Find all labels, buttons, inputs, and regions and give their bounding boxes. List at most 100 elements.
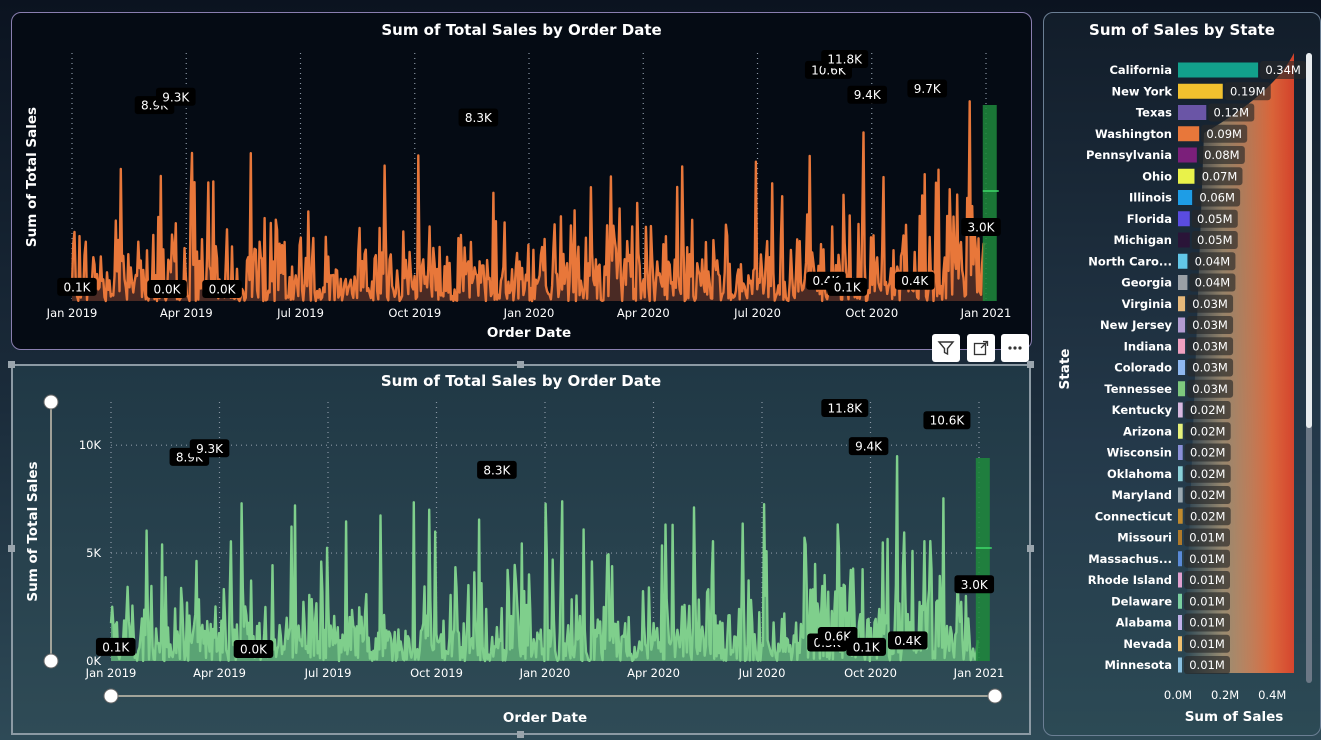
bar-label-box: [1187, 316, 1234, 334]
state-label: Minnesota: [1104, 658, 1172, 672]
data-label: 0.4K: [894, 634, 922, 648]
data-label: 0.4K: [901, 274, 929, 288]
more-options-icon[interactable]: [1001, 334, 1029, 362]
bar-label-box: [1184, 571, 1230, 589]
bottom-line-chart-visual[interactable]: Sum of Total Sales by Order Date Jan 201…: [11, 364, 1031, 735]
x-tick-label: Jul 2019: [276, 306, 324, 320]
bar-value-label: 0.05M: [1197, 212, 1233, 226]
state-bar-chart-visual[interactable]: Sum of Sales by State California 0.34M New…: [1043, 12, 1321, 736]
data-label-box: [847, 85, 888, 104]
bar-label-box: [1201, 124, 1248, 143]
x-slider-handle: [987, 688, 1003, 704]
resize-handle[interactable]: [1027, 361, 1034, 368]
bar-label-box: [1187, 358, 1234, 377]
state-bar: [1178, 508, 1183, 524]
data-label: 9.3K: [162, 90, 190, 104]
state-bar: [1178, 657, 1182, 673]
bar-value-label: 0.08M: [1204, 148, 1240, 162]
data-label: 9.7K: [914, 82, 942, 96]
bar-value-label: 0.34M: [1265, 63, 1301, 77]
data-label-box: [827, 277, 868, 296]
x-tick-label: Jul 2020: [738, 666, 786, 680]
state-bar: [1178, 466, 1183, 482]
state-label: Nevada: [1123, 637, 1172, 651]
y-tick-label: 10K: [79, 438, 102, 452]
x-tick-label: Apr 2020: [627, 666, 680, 680]
data-label-box: [848, 437, 889, 456]
state-bar: [1178, 551, 1182, 567]
data-label-box: [155, 87, 196, 106]
x-tick-label: Jan 2021: [960, 306, 1012, 320]
bar-value-label: 0.03M: [1192, 361, 1228, 375]
resize-handle[interactable]: [517, 361, 524, 368]
data-label: 9.4K: [854, 88, 882, 102]
bar-value-label: 0.01M: [1189, 552, 1225, 566]
state-label: Virginia: [1122, 297, 1172, 311]
top-line-chart-visual[interactable]: Sum of Total Sales by Order Date Jan 201…: [11, 12, 1032, 350]
state-bar: [1178, 211, 1190, 227]
bar-label-box: [1184, 486, 1231, 504]
state-label: Washington: [1095, 127, 1172, 141]
data-label: 0.1K: [834, 280, 862, 294]
bar-value-label: 0.03M: [1192, 339, 1228, 353]
y-slider-handle: [43, 653, 59, 669]
state-label: Maryland: [1112, 488, 1173, 502]
bar-value-label: 0.05M: [1197, 233, 1233, 247]
data-label-box: [954, 575, 995, 594]
x-tick-label: Oct 2019: [410, 666, 463, 680]
bar-label-box: [1184, 613, 1230, 632]
data-label-box: [233, 640, 274, 658]
data-label: 0.0K: [154, 283, 182, 297]
state-bar: [1178, 83, 1223, 99]
data-label-box: [923, 411, 971, 430]
state-label: Arizona: [1123, 424, 1172, 438]
forecast-band: [975, 458, 990, 661]
resize-handle[interactable]: [8, 361, 15, 368]
state-label: Wisconsin: [1107, 446, 1172, 460]
state-bar: [1178, 402, 1183, 418]
bar-value-label: 0.12M: [1214, 106, 1250, 120]
focus-mode-icon[interactable]: [967, 334, 995, 362]
y-axis-title: State: [1057, 349, 1073, 390]
bar-label-box: [1187, 379, 1234, 398]
bar-label-box: [1187, 294, 1234, 313]
bar-value-label: 0.02M: [1190, 446, 1226, 460]
bar-label-box: [1184, 507, 1231, 526]
bar-label-box: [1198, 146, 1245, 164]
resize-handle[interactable]: [517, 731, 524, 738]
x-axis-title: Order Date: [487, 325, 571, 341]
data-label-box: [821, 50, 869, 68]
bar-label-box: [1184, 549, 1230, 568]
filter-icon[interactable]: [932, 334, 960, 362]
bar-value-label: 0.03M: [1192, 297, 1228, 311]
bar-label-box: [1187, 337, 1234, 356]
bar-value-label: 0.19M: [1230, 84, 1266, 98]
data-label: 0.0K: [209, 283, 237, 297]
bar-value-label: 0.02M: [1190, 509, 1226, 523]
resize-handle[interactable]: [1027, 545, 1034, 552]
bar-value-label: 0.03M: [1192, 318, 1228, 332]
data-label-box: [894, 271, 935, 290]
data-label: 9.4K: [855, 440, 883, 454]
data-label-box: [907, 79, 948, 98]
state-label: Pennsylvania: [1086, 148, 1172, 162]
resize-handle[interactable]: [8, 545, 15, 552]
state-label: Michigan: [1113, 233, 1172, 247]
forecast-band: [982, 105, 997, 301]
x-tick-label: 0.2M: [1211, 688, 1239, 702]
state-label: New Jersey: [1100, 318, 1172, 332]
state-chart-svg: California 0.34M New York 0.19M Texas 0.12M Wa…: [1057, 53, 1312, 725]
data-label: 0.1K: [102, 640, 130, 654]
data-label: 3.0K: [961, 578, 989, 592]
bar-value-label: 0.01M: [1189, 573, 1225, 587]
data-label-box: [821, 399, 869, 417]
bar-label-box: [1184, 422, 1231, 441]
state-label: Florida: [1127, 212, 1172, 226]
state-bar: [1178, 147, 1197, 163]
state-label: Massachus...: [1088, 552, 1172, 566]
bar-value-label: 0.04M: [1195, 276, 1231, 290]
x-tick-label: Jan 2020: [519, 666, 571, 680]
state-bar: [1178, 275, 1188, 290]
bar-value-label: 0.06M: [1199, 191, 1235, 205]
data-label: 3.0K: [968, 221, 996, 235]
